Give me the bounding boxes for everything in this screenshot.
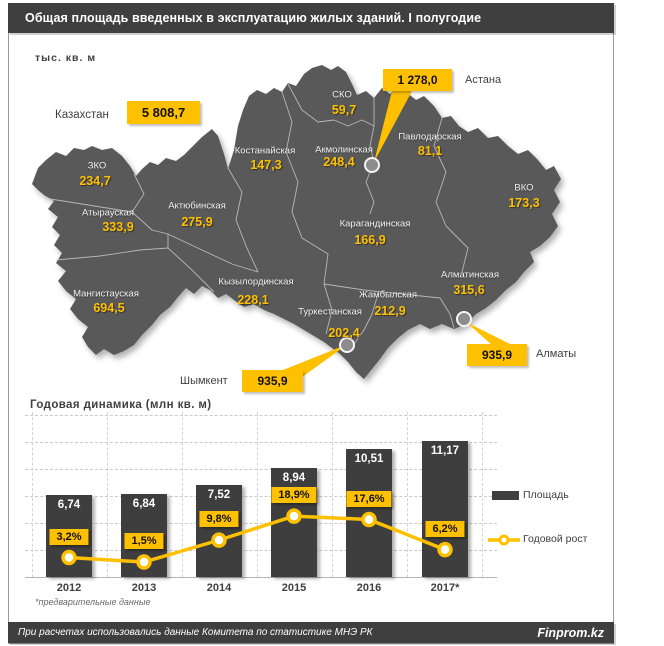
country-silhouette: [32, 65, 561, 379]
region-name-label: Алматинская: [441, 269, 499, 281]
region-value-label: 333,9: [102, 220, 134, 234]
region-borders: [43, 83, 469, 345]
legend-area-swatch: [492, 491, 519, 500]
x-axis-tick-label: 2017*: [430, 582, 460, 594]
region-name-label: Кызылординская: [218, 276, 294, 288]
country-label: Казахстан: [55, 109, 109, 121]
chart-gridline-v: [481, 412, 483, 577]
chart-footnote: *предварительные данные: [35, 597, 151, 607]
bar-value-label: 6,74: [57, 499, 81, 511]
area-bar: [422, 441, 468, 577]
region-name-label: Павлодарская: [398, 131, 462, 143]
almaty-label: Алматы: [536, 348, 577, 360]
astana-marker: [364, 157, 380, 173]
region-value-label: 147,3: [250, 158, 282, 172]
region-value-label: 228,1: [237, 293, 269, 307]
growth-value-badge: 9,8%: [199, 511, 239, 528]
region-name-label: СКО: [332, 89, 352, 101]
region-value-label: 81,1: [417, 144, 443, 158]
bar-value-label: 8,94: [282, 472, 306, 484]
growth-value-badge: 1,5%: [124, 533, 164, 550]
growth-value-badge: 6,2%: [425, 520, 465, 537]
bar-value-label: 6,84: [132, 498, 156, 510]
region-name-label: ЗКО: [87, 160, 107, 172]
x-axis-tick-label: 2016: [356, 582, 382, 594]
region-value-label: 202,4: [328, 326, 360, 340]
almaty-marker: [456, 311, 472, 327]
bar-value-label: 10,51: [354, 453, 384, 465]
region-value-label: 275,9: [181, 215, 213, 229]
region-value-label: 166,9: [354, 233, 386, 247]
country-value-box: 5 808,7: [127, 101, 200, 124]
chart-gridline-v: [256, 412, 258, 577]
x-axis-tick-label: 2013: [131, 582, 157, 594]
chart-gridline-h: [25, 415, 497, 416]
legend-line-swatch: [488, 534, 520, 546]
chart-gridline-h: [25, 496, 497, 497]
region-name-label: ВКО: [514, 182, 534, 194]
growth-value-badge: 3,2%: [49, 528, 89, 545]
x-axis-tick-label: 2014: [206, 582, 232, 594]
chart-gridline-h: [25, 469, 497, 470]
region-value-label: 212,9: [374, 304, 406, 318]
region-value-label: 234,7: [79, 174, 111, 188]
region-value-label: 694,5: [93, 301, 125, 315]
area-bar: [346, 449, 392, 577]
region-name-label: Акмолинская: [315, 144, 373, 156]
shymkent-marker: [339, 337, 355, 353]
region-name-label: Актюбинская: [168, 200, 226, 212]
chart-gridline-v: [31, 412, 33, 577]
chart-gridline-h: [25, 442, 497, 443]
legend-line-label: Годовой рост: [523, 533, 588, 545]
city-markers: [339, 157, 472, 353]
page-title: Общая площадь введенных в эксплуатацию ж…: [25, 11, 482, 25]
shymkent-label: Шымкент: [180, 375, 228, 387]
region-name-label: Мангистауская: [73, 288, 139, 300]
chart-x-axis: [25, 577, 497, 578]
units-label: тыс. кв. м: [35, 52, 97, 64]
region-value-label: 248,4: [323, 155, 355, 169]
brand-logo: Finprom.kz: [537, 625, 604, 640]
title-bar: Общая площадь введенных в эксплуатацию ж…: [8, 3, 614, 33]
region-value-label: 59,7: [331, 103, 357, 117]
x-axis-tick-label: 2012: [56, 582, 82, 594]
almaty-pointer: [466, 322, 512, 345]
region-value-label: 315,6: [453, 283, 485, 297]
chart-gridline-v: [181, 412, 183, 577]
chart-gridline-v: [331, 412, 333, 577]
legend-area-label: Площадь: [523, 489, 569, 501]
region-name-label: Атырауская: [82, 207, 134, 219]
bar-value-label: 7,52: [207, 489, 231, 501]
region-name-label: Туркестанская: [298, 306, 362, 318]
almaty-value-box: 935,9: [467, 344, 527, 366]
chart-gridline-v: [106, 412, 108, 577]
area-bar: [271, 468, 317, 577]
astana-label: Астана: [465, 74, 502, 86]
bar-value-label: 11,17: [430, 445, 460, 457]
chart-gridline-v: [406, 412, 408, 577]
chart-title: Годовая динамика (млн кв. м): [30, 399, 212, 411]
region-name-label: Карагандинская: [339, 218, 411, 230]
region-name-label: Костанайская: [234, 145, 296, 157]
growth-value-badge: 17,6%: [346, 490, 392, 507]
footer-bar: При расчетах использовались данные Комит…: [8, 622, 614, 643]
astana-pointer: [374, 91, 412, 162]
region-name-label: Жамбылская: [359, 289, 417, 301]
data-source-note: При расчетах использовались данные Комит…: [18, 627, 373, 638]
growth-value-badge: 18,9%: [271, 487, 317, 504]
region-value-label: 173,3: [508, 196, 540, 210]
shymkent-value-box: 935,9: [242, 370, 303, 392]
astana-value-box: 1 278,0: [383, 69, 452, 91]
x-axis-tick-label: 2015: [281, 582, 307, 594]
